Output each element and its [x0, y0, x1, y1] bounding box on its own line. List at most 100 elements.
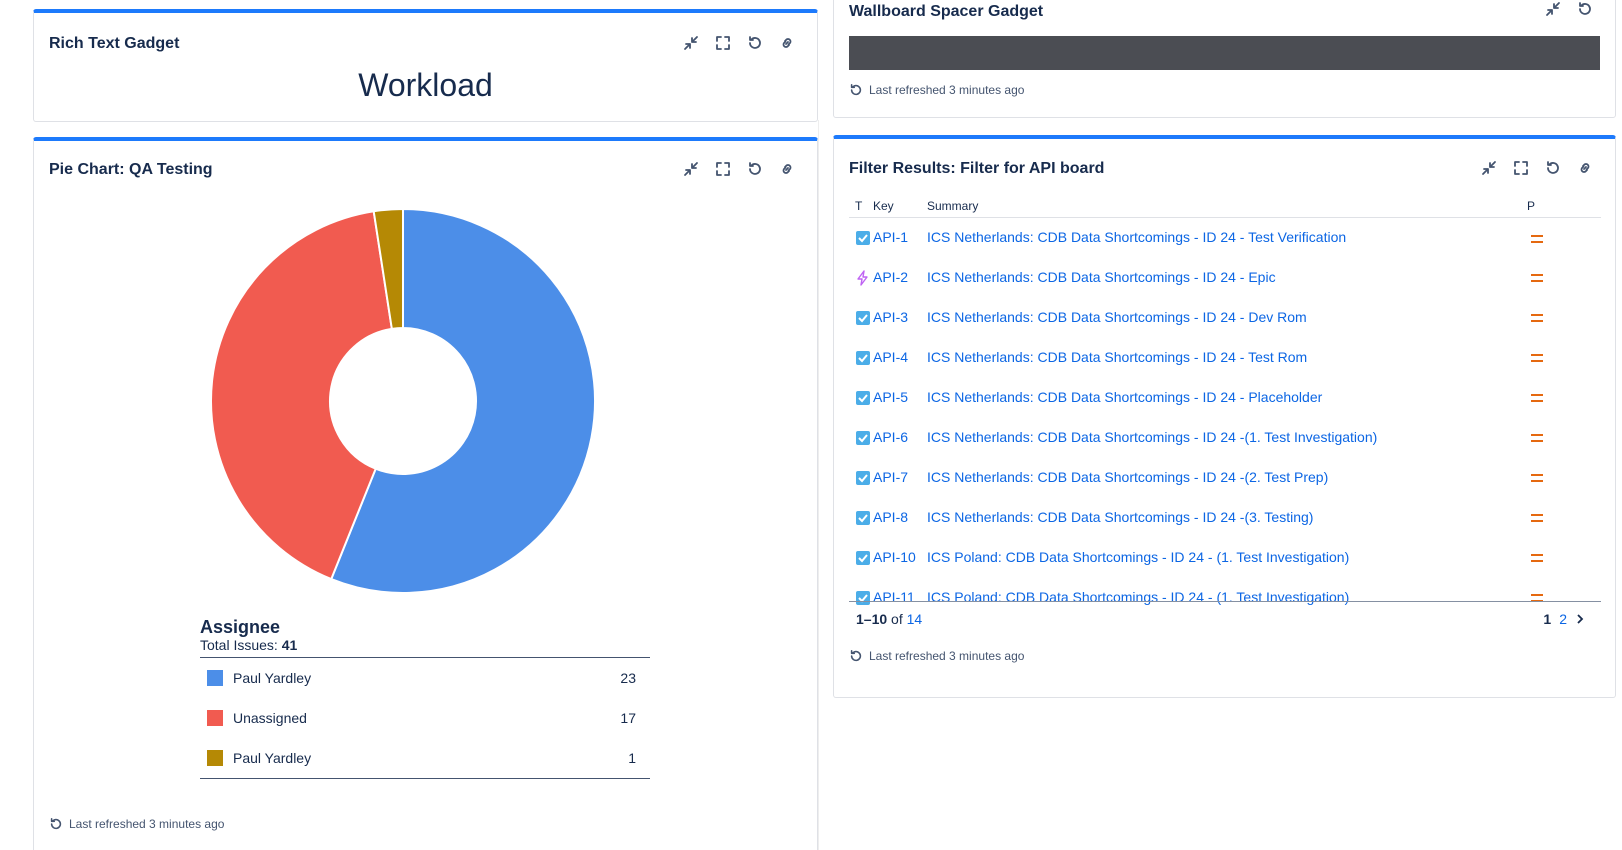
issue-summary-link[interactable]: ICS Poland: CDB Data Shortcomings - ID 2…	[927, 589, 1350, 605]
issue-summary-link[interactable]: ICS Netherlands: CDB Data Shortcomings -…	[927, 269, 1276, 285]
last-refreshed-text: Last refreshed 3 minutes ago	[869, 83, 1025, 97]
epic-lightning-icon	[857, 269, 868, 286]
legend-count: 17	[620, 710, 636, 726]
refresh-icon	[50, 817, 62, 830]
cell-key: API-5	[873, 377, 927, 417]
issue-key-link[interactable]: API-11	[873, 589, 915, 605]
link-icon[interactable]	[1575, 158, 1595, 178]
pie-slice-0[interactable]	[329, 207, 596, 594]
cell-priority	[1527, 217, 1601, 257]
cell-type	[849, 337, 873, 377]
priority-medium-icon	[1531, 274, 1543, 283]
issue-key-link[interactable]: API-10	[873, 549, 916, 565]
chevron-right-icon[interactable]	[1575, 614, 1585, 624]
issue-key-link[interactable]: API-2	[873, 269, 909, 285]
refresh-icon[interactable]	[745, 33, 765, 53]
pager-total-link[interactable]: 14	[906, 611, 923, 627]
refresh-icon[interactable]	[745, 159, 765, 179]
filter-results-gadget: Filter Results: Filter for API board T K…	[833, 135, 1616, 698]
issue-summary-link[interactable]: ICS Netherlands: CDB Data Shortcomings -…	[927, 349, 1308, 365]
cell-key: API-1	[873, 217, 927, 257]
column-header-summary[interactable]: Summary	[927, 195, 1527, 218]
link-icon[interactable]	[777, 159, 797, 179]
cell-type	[849, 217, 873, 257]
priority-medium-icon	[1531, 234, 1543, 243]
cell-key: API-2	[873, 257, 927, 297]
issue-summary-link[interactable]: ICS Netherlands: CDB Data Shortcomings -…	[927, 469, 1329, 485]
minimize-icon[interactable]	[1543, 0, 1563, 19]
minimize-icon[interactable]	[681, 159, 701, 179]
priority-medium-icon	[1531, 434, 1543, 443]
cell-summary: ICS Netherlands: CDB Data Shortcomings -…	[927, 417, 1527, 457]
gadget-title: Wallboard Spacer Gadget	[849, 3, 1044, 20]
minimize-icon[interactable]	[681, 33, 701, 53]
column-divider	[818, 120, 819, 850]
page-link-2[interactable]: 2	[1559, 611, 1567, 627]
refresh-icon[interactable]	[1543, 158, 1563, 178]
cell-priority	[1527, 457, 1601, 497]
minimize-icon[interactable]	[1479, 158, 1499, 178]
cell-key: API-6	[873, 417, 927, 457]
pie-slice-2[interactable]	[372, 207, 404, 330]
legend-table: Paul Yardley 23 Unassigned 17 Paul Yardley 1	[200, 657, 650, 779]
gadget-title: Pie Chart: QA Testing	[49, 161, 213, 178]
fullscreen-icon[interactable]	[1511, 158, 1531, 178]
cell-summary: ICS Netherlands: CDB Data Shortcomings -…	[927, 217, 1527, 257]
task-checkbox-icon	[856, 430, 870, 445]
cell-priority	[1527, 297, 1601, 337]
column-header-key[interactable]: Key	[873, 195, 927, 218]
fullscreen-icon[interactable]	[713, 159, 733, 179]
cell-summary: ICS Netherlands: CDB Data Shortcomings -…	[927, 497, 1527, 537]
task-checkbox-icon	[856, 470, 870, 485]
last-refreshed: Last refreshed 3 minutes ago	[849, 649, 1024, 663]
cell-type	[849, 257, 873, 297]
column-header-priority[interactable]: P	[1527, 195, 1601, 218]
refresh-icon	[850, 83, 862, 96]
issue-key-link[interactable]: API-7	[873, 469, 909, 485]
gadget-title: Filter Results: Filter for API board	[849, 160, 1105, 177]
table-row: API-5 ICS Netherlands: CDB Data Shortcomi…	[849, 377, 1601, 417]
cell-summary: ICS Netherlands: CDB Data Shortcomings -…	[927, 257, 1527, 297]
issue-key-link[interactable]: API-4	[873, 349, 909, 365]
pager-count: 1–10 of 14	[856, 611, 922, 627]
cell-type	[849, 377, 873, 417]
column-header-type[interactable]: T	[849, 195, 873, 218]
table-row: API-11 ICS Poland: CDB Data Shortcomings …	[849, 577, 1601, 617]
cell-key: API-3	[873, 297, 927, 337]
priority-medium-icon	[1531, 514, 1543, 523]
issue-summary-link[interactable]: ICS Poland: CDB Data Shortcomings - ID 2…	[927, 549, 1350, 565]
legend-total: Total Issues: 41	[200, 637, 297, 653]
issue-summary-link[interactable]: ICS Netherlands: CDB Data Shortcomings -…	[927, 429, 1378, 445]
rich-text-content: Workload	[358, 67, 493, 103]
issue-summary-link[interactable]: ICS Netherlands: CDB Data Shortcomings -…	[927, 509, 1314, 525]
total-value: 41	[281, 637, 298, 653]
issue-key-link[interactable]: API-3	[873, 309, 909, 325]
gadget-actions	[1543, 0, 1595, 19]
total-label: Total Issues:	[200, 637, 278, 653]
task-checkbox-icon	[856, 550, 870, 565]
issue-key-link[interactable]: API-1	[873, 229, 909, 246]
refresh-icon[interactable]	[1575, 0, 1595, 19]
task-checkbox-icon	[856, 510, 870, 525]
issue-summary-link[interactable]: ICS Netherlands: CDB Data Shortcomings -…	[927, 389, 1323, 405]
issue-key-link[interactable]: API-5	[873, 389, 909, 405]
cell-summary: ICS Netherlands: CDB Data Shortcomings -…	[927, 377, 1527, 417]
legend-row: Unassigned 17	[200, 698, 650, 738]
last-refreshed-text: Last refreshed 3 minutes ago	[869, 649, 1025, 663]
issue-summary-link[interactable]: ICS Netherlands: CDB Data Shortcomings -…	[927, 309, 1307, 325]
table-row: API-8 ICS Netherlands: CDB Data Shortcomi…	[849, 497, 1601, 537]
issue-key-link[interactable]: API-6	[873, 429, 909, 445]
cell-type	[849, 457, 873, 497]
pie-slice-1[interactable]	[210, 210, 393, 581]
page-current: 1	[1543, 611, 1552, 627]
link-icon[interactable]	[777, 33, 797, 53]
legend-swatch	[207, 750, 223, 766]
cell-type	[849, 417, 873, 457]
cell-key: API-8	[873, 497, 927, 537]
pager-range: 1–10	[856, 611, 888, 627]
table-row: API-1 ICS Netherlands: CDB Data Shortcomi…	[849, 217, 1601, 257]
issue-key-link[interactable]: API-8	[873, 509, 909, 525]
fullscreen-icon[interactable]	[713, 33, 733, 53]
priority-medium-icon	[1531, 314, 1543, 323]
issue-summary-link[interactable]: ICS Netherlands: CDB Data Shortcomings -…	[927, 229, 1347, 246]
